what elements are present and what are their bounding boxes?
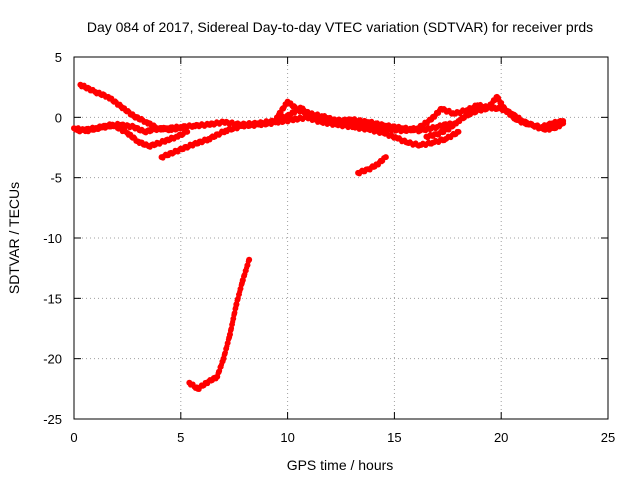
x-tick-label: 20: [494, 430, 508, 445]
x-tick-label: 10: [280, 430, 294, 445]
track-5: [273, 93, 567, 135]
chart-title: Day 084 of 2017, Sidereal Day-to-day VTE…: [87, 19, 593, 35]
track-8: [186, 256, 253, 392]
x-tick-label: 0: [70, 430, 77, 445]
x-tick-label: 25: [601, 430, 615, 445]
x-tick-label: 15: [387, 430, 401, 445]
track-4: [158, 113, 462, 161]
y-tick-label: -25: [43, 412, 62, 427]
y-tick-label: -10: [43, 231, 62, 246]
data-point: [184, 128, 191, 135]
track-7: [355, 154, 389, 177]
axis-ticks: 0 5 10 15 20 25 5 0 -5 -10 -15 -20 -25: [43, 50, 615, 445]
track-3: [75, 121, 191, 150]
x-axis-label: GPS time / hours: [287, 457, 394, 473]
y-tick-label: -15: [43, 291, 62, 306]
y-tick-label: -20: [43, 352, 62, 367]
data-point: [560, 120, 567, 127]
grid-lines: [74, 57, 608, 419]
x-tick-label: 5: [177, 430, 184, 445]
data-point: [246, 256, 253, 263]
y-tick-label: 0: [55, 110, 62, 125]
y-axis-label: SDTVAR / TECUs: [6, 182, 22, 294]
data-point: [382, 154, 389, 161]
track-6: [423, 104, 567, 141]
y-tick-label: 5: [55, 50, 62, 65]
data-point: [455, 128, 462, 135]
data-points: [71, 81, 567, 392]
y-tick-label: -5: [50, 171, 62, 186]
